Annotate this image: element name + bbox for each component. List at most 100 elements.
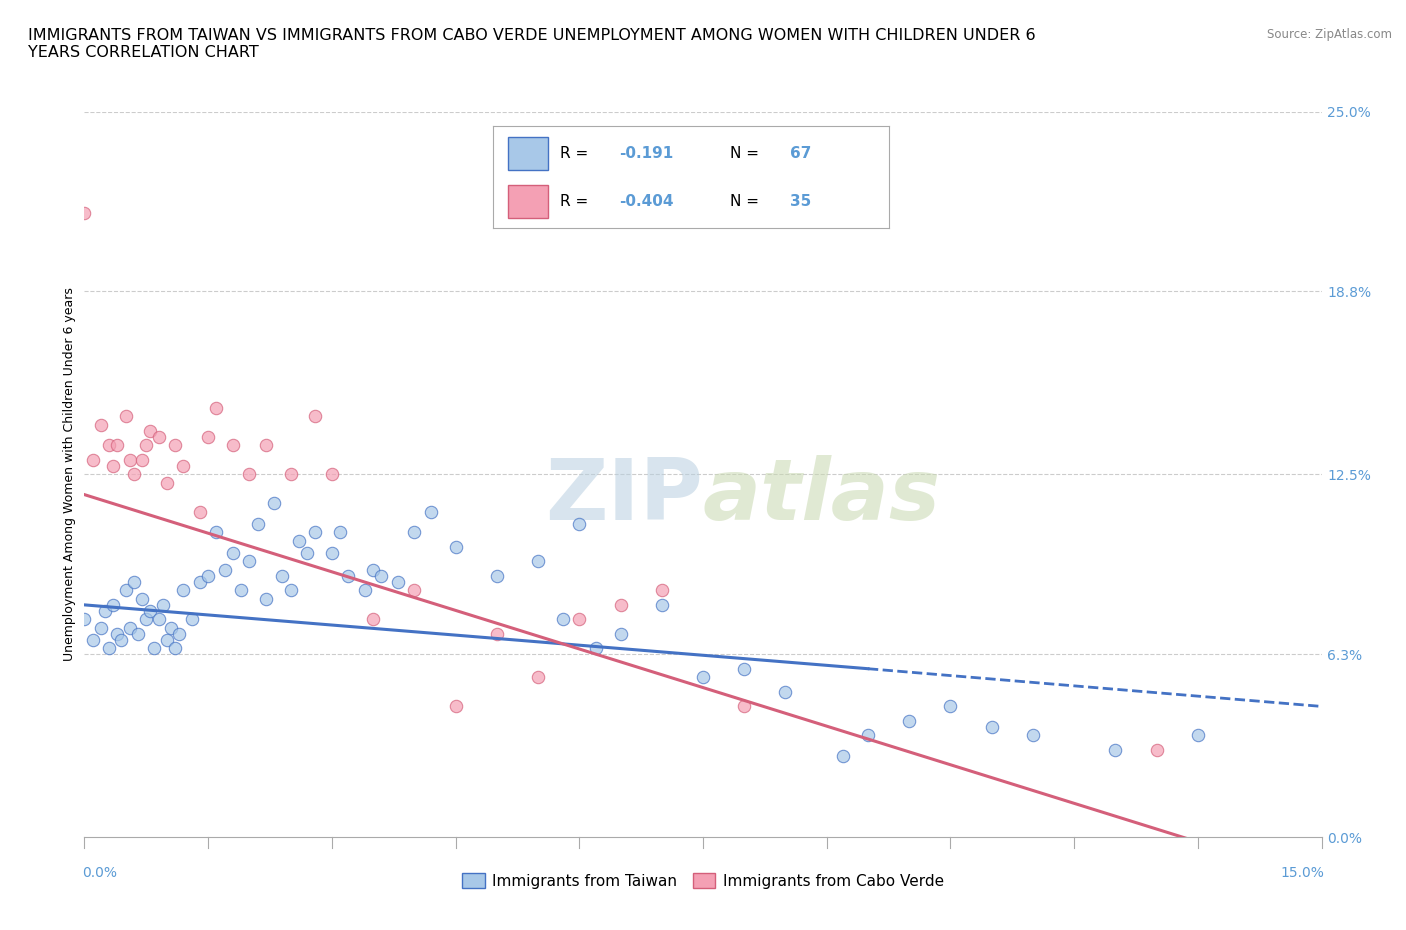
Point (271, 568, 294, 583)
Point (444, 539, 467, 554)
Point (337, 568, 360, 583)
Point (980, 719, 1002, 734)
Point (651, 597, 673, 612)
Point (1187, 728, 1209, 743)
Point (172, 458, 194, 473)
Point (105, 627, 128, 642)
Point (321, 467, 343, 482)
Point (127, 627, 149, 642)
Point (551, 612, 574, 627)
Point (98, 641, 121, 656)
Point (1022, 728, 1045, 743)
Point (98, 438, 121, 453)
Point (139, 604, 162, 618)
Text: 0.0%: 0.0% (82, 866, 117, 880)
Point (131, 591, 153, 606)
Point (295, 545, 318, 560)
Text: IMMIGRANTS FROM TAIWAN VS IMMIGRANTS FROM CABO VERDE UNEMPLOYMENT AMONG WOMEN WI: IMMIGRANTS FROM TAIWAN VS IMMIGRANTS FRO… (28, 28, 1036, 60)
Point (167, 627, 190, 642)
Point (90, 418, 112, 432)
Point (118, 620, 141, 635)
Point (188, 505, 211, 520)
Point (263, 496, 285, 511)
Point (131, 452, 153, 467)
Point (485, 568, 508, 583)
Point (387, 574, 409, 589)
Point (609, 627, 631, 642)
Point (148, 429, 170, 444)
Point (229, 583, 252, 598)
Point (585, 641, 607, 656)
Point (527, 554, 550, 569)
Point (361, 612, 384, 627)
Point (165, 438, 187, 453)
Point (103, 458, 125, 473)
Point (143, 641, 166, 656)
Point (238, 467, 260, 482)
Point (304, 409, 326, 424)
Point (775, 684, 797, 699)
Point (82, 632, 104, 647)
Point (110, 632, 132, 647)
Point (832, 749, 855, 764)
Point (152, 597, 174, 612)
Point (73, 612, 96, 627)
Point (105, 438, 128, 453)
Point (139, 423, 162, 438)
Point (280, 583, 302, 598)
Point (568, 612, 591, 627)
Point (733, 699, 755, 714)
Point (939, 699, 962, 714)
Point (122, 574, 145, 589)
Text: atlas: atlas (703, 455, 941, 538)
Point (156, 632, 179, 647)
Point (188, 574, 211, 589)
Point (288, 534, 311, 549)
Point (238, 554, 260, 569)
Point (165, 641, 187, 656)
Point (103, 597, 125, 612)
Point (73, 206, 96, 220)
Point (214, 563, 236, 578)
Point (280, 467, 302, 482)
Point (361, 563, 384, 578)
Point (180, 612, 202, 627)
Legend: Immigrants from Taiwan, Immigrants from Cabo Verde: Immigrants from Taiwan, Immigrants from … (456, 867, 950, 895)
Point (122, 467, 145, 482)
Point (90, 620, 112, 635)
Point (148, 612, 170, 627)
Point (197, 429, 219, 444)
Point (246, 516, 269, 531)
Point (444, 699, 467, 714)
Text: Source: ZipAtlas.com: Source: ZipAtlas.com (1267, 28, 1392, 41)
Point (254, 591, 277, 606)
Point (222, 545, 245, 560)
Point (222, 438, 245, 453)
Point (114, 583, 136, 598)
Point (321, 545, 343, 560)
Point (370, 568, 392, 583)
Text: 15.0%: 15.0% (1281, 866, 1324, 880)
Point (1146, 742, 1168, 757)
Point (1104, 742, 1126, 757)
Point (485, 627, 508, 642)
Point (205, 400, 228, 415)
Point (568, 516, 591, 531)
Point (898, 713, 921, 728)
Point (156, 475, 179, 490)
Point (651, 583, 673, 598)
Point (329, 525, 352, 539)
Point (114, 409, 136, 424)
Point (856, 728, 879, 743)
Point (419, 505, 441, 520)
Y-axis label: Unemployment Among Women with Children Under 6 years: Unemployment Among Women with Children U… (63, 287, 76, 661)
Point (94, 604, 117, 618)
Point (692, 670, 714, 684)
Point (527, 670, 550, 684)
Point (118, 452, 141, 467)
Point (172, 583, 194, 598)
Point (254, 438, 277, 453)
Point (82, 452, 104, 467)
Point (160, 620, 183, 635)
Point (135, 438, 157, 453)
